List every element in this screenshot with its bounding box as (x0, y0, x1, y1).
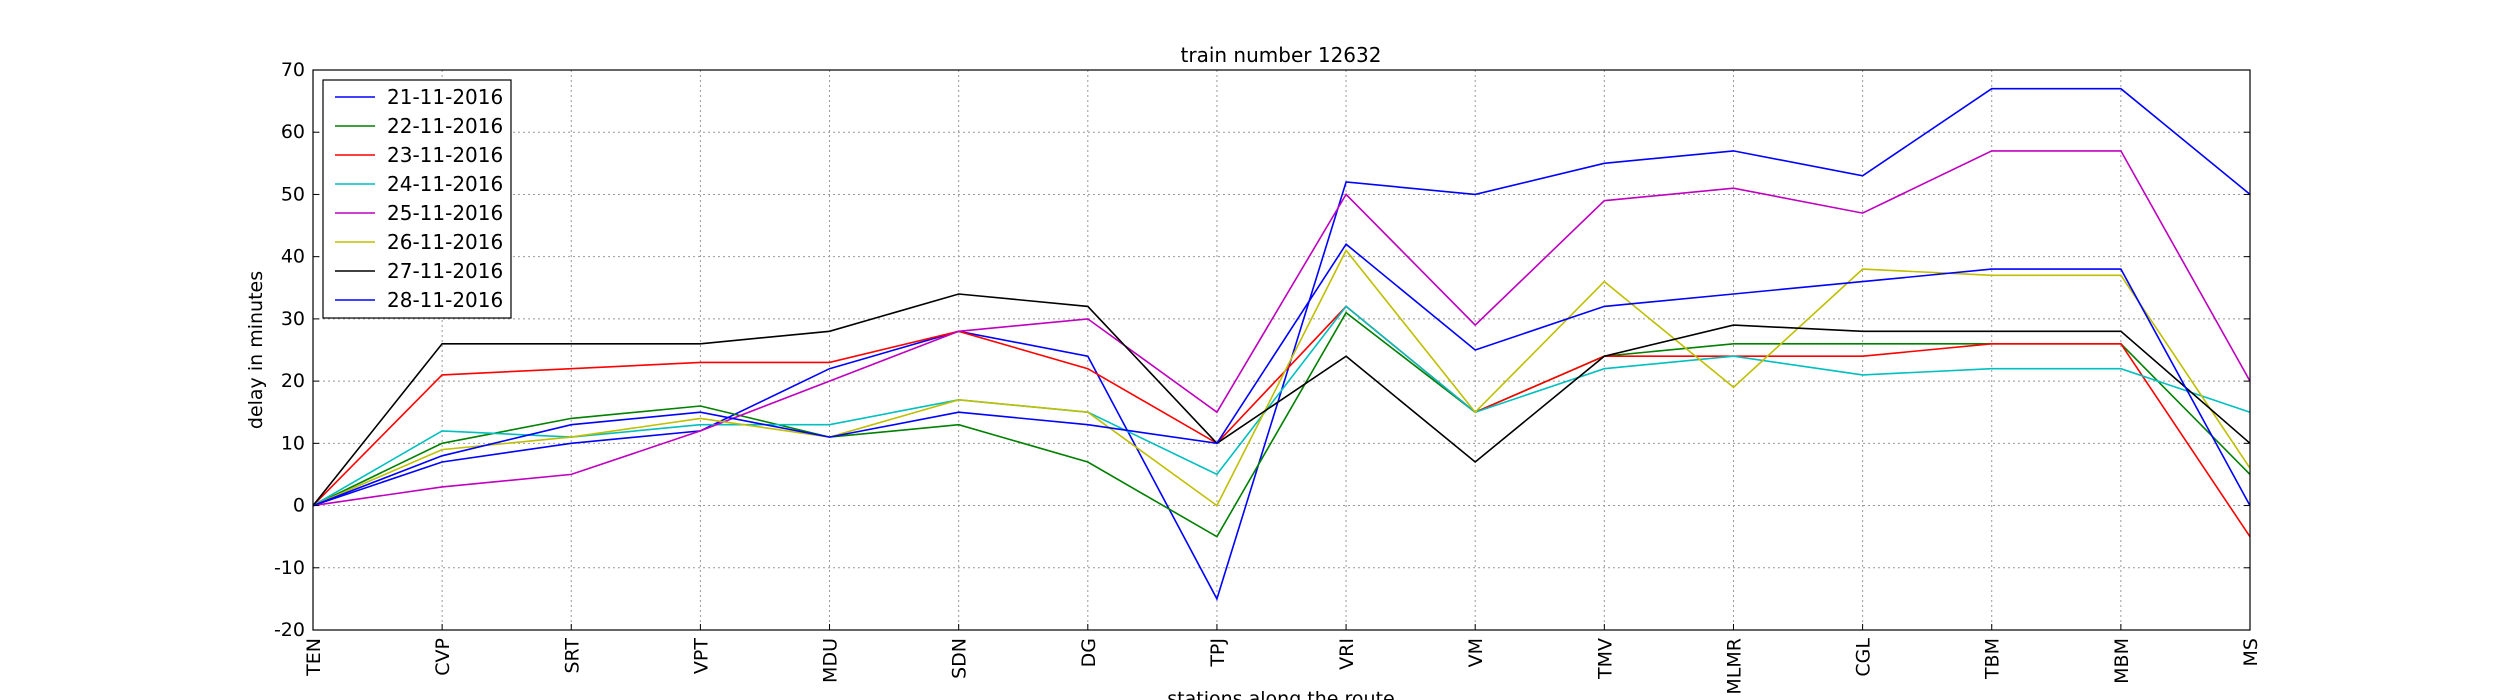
x-tick-label-vri: VRI (1336, 638, 1358, 670)
legend-label-22-11-2016: 22-11-2016 (387, 114, 503, 138)
x-tick-label-vm: VM (1465, 638, 1487, 667)
x-tick-label-cgl: CGL (1853, 638, 1875, 677)
series-line-22-11-2016 (312, 311, 2251, 538)
series-line-25-11-2016 (312, 150, 2251, 507)
y-tick-label: 20 (281, 370, 305, 392)
y-tick-label: 70 (281, 59, 305, 81)
y-tick-label: 50 (281, 183, 305, 205)
grid (312, 69, 2251, 631)
series-lines (312, 87, 2251, 601)
legend-box (322, 79, 512, 319)
legend-label-28-11-2016: 28-11-2016 (387, 288, 503, 312)
y-axis-title: delay in minutes (245, 271, 267, 429)
legend-label-21-11-2016: 21-11-2016 (387, 85, 503, 109)
y-tick-label: 60 (281, 121, 305, 143)
x-tick-label-mlmr: MLMR (1723, 638, 1745, 695)
y-tick-label: -20 (274, 619, 305, 641)
x-tick-label-ms: MS (2240, 638, 2262, 666)
series-line-24-11-2016 (312, 305, 2251, 507)
legend-label-27-11-2016: 27-11-2016 (387, 259, 503, 283)
x-tick-label-srt: SRT (561, 638, 583, 674)
x-tick-label-tpj: TPJ (1207, 638, 1229, 668)
x-axis-title: stations along the route (1167, 688, 1394, 700)
x-tick-label-cvp: CVP (432, 638, 454, 676)
y-tick-label: -10 (274, 557, 305, 579)
series-line-26-11-2016 (312, 248, 2251, 507)
x-tick-label-vpt: VPT (690, 638, 712, 674)
y-tick-label: 0 (293, 495, 305, 517)
x-tick-label-tmv: TMV (1594, 638, 1616, 680)
plot-frame (312, 69, 2251, 631)
x-axis-ticks: TEN CVP SRT VPT MDU SDN DG TPJ VRI VM TMV MLMR CGL TB… (303, 624, 2262, 695)
y-tick-label: 30 (281, 308, 305, 330)
x-tick-label-dg: DG (1078, 638, 1100, 667)
x-tick-label-sdn: SDN (949, 638, 971, 679)
chart-title: train number 12632 (1181, 43, 1382, 67)
legend: 21-11-2016 22-11-2016 23-11-2016 24-11-2016… (322, 79, 512, 319)
series-line-27-11-2016 (312, 293, 2251, 507)
legend-label-24-11-2016: 24-11-2016 (387, 172, 503, 196)
y-tick-label: 40 (281, 246, 305, 268)
y-axis-ticks: -20 -10 0 10 20 30 40 50 60 70 (274, 59, 2250, 641)
legend-label-26-11-2016: 26-11-2016 (387, 230, 503, 254)
legend-label-25-11-2016: 25-11-2016 (387, 201, 503, 225)
x-tick-label-ten: TEN (303, 638, 325, 677)
y-tick-label: 10 (281, 432, 305, 454)
series-line-28-11-2016 (312, 243, 2251, 507)
legend-label-23-11-2016: 23-11-2016 (387, 143, 503, 167)
x-tick-label-mbm: MBM (2111, 638, 2133, 684)
x-tick-label-mdu: MDU (820, 638, 842, 683)
series-line-23-11-2016 (312, 305, 2251, 538)
x-tick-label-tbm: TBM (1982, 638, 2004, 680)
